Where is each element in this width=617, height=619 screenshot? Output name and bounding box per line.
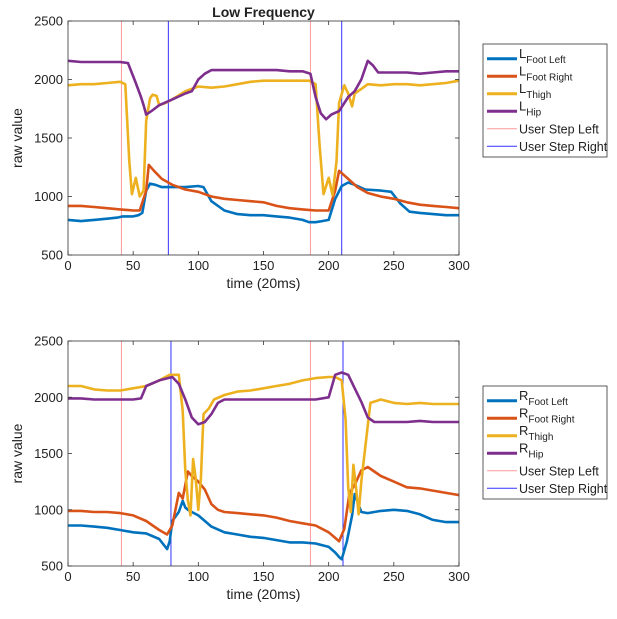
y-tick-label: 2000 bbox=[34, 72, 63, 87]
y-tick-label: 500 bbox=[41, 559, 63, 574]
x-axis-label: time (20ms) bbox=[227, 586, 301, 602]
y-tick-label: 1500 bbox=[34, 131, 63, 146]
y-axis-label: raw value bbox=[9, 423, 25, 483]
series-r-foot-left bbox=[68, 492, 459, 561]
plot-content bbox=[68, 341, 459, 566]
y-tick-label: 1500 bbox=[34, 446, 63, 461]
legend-label: User Step Left bbox=[519, 122, 599, 136]
series-l-thigh bbox=[68, 79, 459, 198]
x-tick-label: 250 bbox=[383, 569, 405, 584]
legend-box bbox=[482, 43, 608, 158]
legend-label: User Step Left bbox=[519, 464, 599, 478]
plot-area bbox=[68, 341, 459, 566]
y-tick-label: 2500 bbox=[34, 14, 63, 29]
x-tick-label: 100 bbox=[187, 569, 209, 584]
series-r-hip bbox=[68, 371, 459, 426]
x-tick-label: 150 bbox=[253, 258, 275, 273]
x-axis-label: time (20ms) bbox=[227, 275, 301, 291]
series-l-foot-left bbox=[68, 181, 459, 224]
series-r-foot-right bbox=[68, 465, 459, 543]
series-r-thigh bbox=[68, 373, 459, 517]
plot-content bbox=[68, 21, 459, 255]
chart-title: Low Frequency bbox=[212, 4, 315, 20]
y-tick-label: 1000 bbox=[34, 189, 63, 204]
x-tick-label: 100 bbox=[187, 258, 209, 273]
chart-1: 0 50 100 150 200 250 300 500 1000 1500 2000 2500 Low… bbox=[9, 4, 608, 291]
x-tick-label: 0 bbox=[64, 569, 71, 584]
y-tick-label: 1000 bbox=[34, 502, 63, 517]
x-tick-label: 0 bbox=[64, 258, 71, 273]
y-tick-label: 2500 bbox=[34, 334, 63, 349]
x-tick-label: 300 bbox=[448, 258, 470, 273]
y-tick-label: 2000 bbox=[34, 390, 63, 405]
series-l-hip bbox=[68, 59, 459, 121]
legend-label: User Step Right bbox=[519, 482, 608, 496]
series-l-foot-right bbox=[68, 163, 459, 212]
plot-area bbox=[68, 21, 459, 255]
x-tick-label: 300 bbox=[448, 569, 470, 584]
x-tick-label: 250 bbox=[383, 258, 405, 273]
x-tick-label: 200 bbox=[318, 569, 340, 584]
x-tick-label: 50 bbox=[126, 569, 140, 584]
legend-box bbox=[482, 385, 608, 500]
x-tick-label: 200 bbox=[318, 258, 340, 273]
x-tick-label: 150 bbox=[253, 569, 275, 584]
legend-label: User Step Right bbox=[519, 140, 608, 154]
y-tick-label: 500 bbox=[41, 248, 63, 263]
chart-2: 0 50 100 150 200 250 300 500 1000 1500 2000 2500 tim… bbox=[9, 334, 608, 603]
y-axis-label: raw value bbox=[9, 108, 25, 168]
x-tick-label: 50 bbox=[126, 258, 140, 273]
